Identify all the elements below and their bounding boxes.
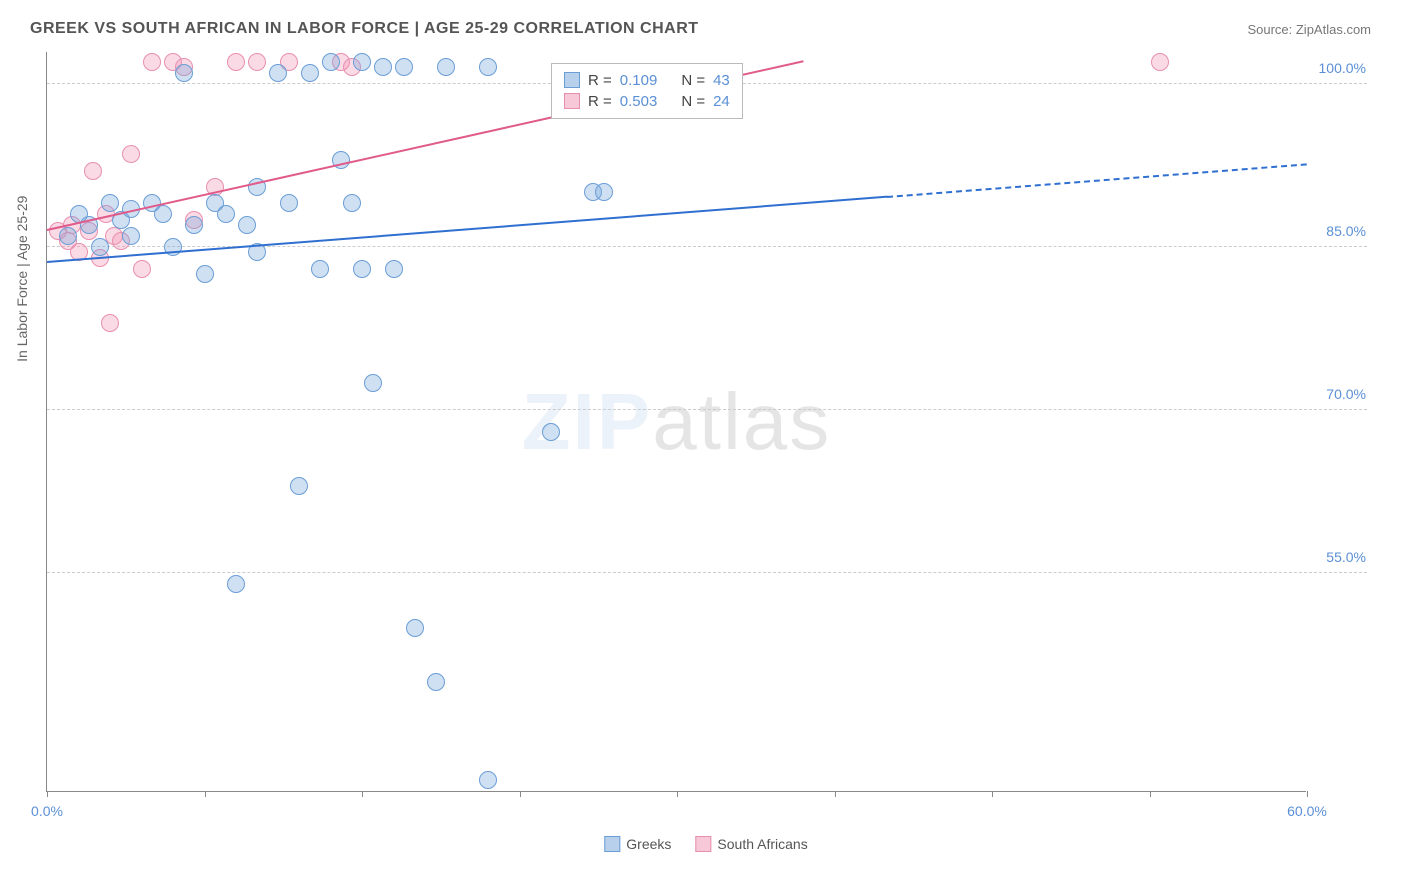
greek-point xyxy=(311,260,329,278)
greek-point xyxy=(269,64,287,82)
xtick xyxy=(520,791,521,797)
greek-swatch-icon xyxy=(564,72,580,88)
ytick-label: 55.0% xyxy=(1326,549,1366,565)
greek-point xyxy=(91,238,109,256)
sa-swatch-icon xyxy=(695,836,711,852)
sa-point xyxy=(101,314,119,332)
greek-point xyxy=(217,205,235,223)
bottom-legend: Greeks South Africans xyxy=(604,836,807,852)
greek-point xyxy=(322,53,340,71)
greek-point xyxy=(175,64,193,82)
r-label: R = xyxy=(588,72,612,89)
r-label: R = xyxy=(588,93,612,110)
sa-point xyxy=(143,53,161,71)
greek-point xyxy=(374,58,392,76)
n-label: N = xyxy=(681,72,705,89)
r-value: 0.503 xyxy=(620,93,658,110)
greek-point xyxy=(406,619,424,637)
greek-point xyxy=(353,53,371,71)
greek-swatch-icon xyxy=(604,836,620,852)
greek-point xyxy=(343,194,361,212)
sa-swatch-icon xyxy=(564,93,580,109)
greek-point xyxy=(353,260,371,278)
greek-point xyxy=(479,58,497,76)
xtick xyxy=(1307,791,1308,797)
ytick-label: 70.0% xyxy=(1326,386,1366,402)
greek-point xyxy=(479,771,497,789)
xtick xyxy=(205,791,206,797)
legend-sa: South Africans xyxy=(695,836,807,852)
gridline xyxy=(47,572,1367,573)
xtick xyxy=(1150,791,1151,797)
sa-point xyxy=(84,162,102,180)
greek-point xyxy=(185,216,203,234)
greek-point xyxy=(437,58,455,76)
ytick-label: 100.0% xyxy=(1319,60,1366,76)
n-value: 24 xyxy=(713,93,730,110)
greek-point xyxy=(364,374,382,392)
sa-point xyxy=(133,260,151,278)
sa-point xyxy=(122,145,140,163)
sa-point xyxy=(227,53,245,71)
r-value: 0.109 xyxy=(620,72,658,89)
greek-point xyxy=(196,265,214,283)
plot-region: ZIPatlas 55.0%70.0%85.0%100.0%0.0%60.0%R… xyxy=(46,52,1306,792)
greek-point xyxy=(154,205,172,223)
stats-row-sa: R = 0.503 N = 24 xyxy=(564,91,730,112)
greek-point xyxy=(59,227,77,245)
stats-box: R = 0.109 N = 43 R = 0.503 N = 24 xyxy=(551,63,743,119)
xtick xyxy=(362,791,363,797)
source-text: Source: ZipAtlas.com xyxy=(1247,22,1371,37)
n-value: 43 xyxy=(713,72,730,89)
y-axis-label: In Labor Force | Age 25-29 xyxy=(14,196,30,362)
trend-line xyxy=(887,163,1307,198)
xtick xyxy=(835,791,836,797)
greek-point xyxy=(227,575,245,593)
watermark: ZIPatlas xyxy=(522,376,831,468)
gridline xyxy=(47,409,1367,410)
greek-point xyxy=(595,183,613,201)
greek-point xyxy=(101,194,119,212)
stats-row-greek: R = 0.109 N = 43 xyxy=(564,70,730,91)
ytick-label: 85.0% xyxy=(1326,223,1366,239)
greek-point xyxy=(301,64,319,82)
sa-point xyxy=(1151,53,1169,71)
greek-point xyxy=(122,227,140,245)
xtick xyxy=(677,791,678,797)
legend-greek: Greeks xyxy=(604,836,671,852)
trend-line xyxy=(47,196,887,263)
greek-point xyxy=(542,423,560,441)
greek-point xyxy=(280,194,298,212)
greek-point xyxy=(385,260,403,278)
xtick xyxy=(47,791,48,797)
n-label: N = xyxy=(681,93,705,110)
chart-area: In Labor Force | Age 25-29 ZIPatlas 55.0… xyxy=(46,52,1366,822)
greek-point xyxy=(238,216,256,234)
greek-point xyxy=(395,58,413,76)
xtick-label: 60.0% xyxy=(1287,803,1327,819)
greek-point xyxy=(427,673,445,691)
legend-greek-label: Greeks xyxy=(626,836,671,852)
xtick xyxy=(992,791,993,797)
greek-point xyxy=(290,477,308,495)
xtick-label: 0.0% xyxy=(31,803,63,819)
sa-point xyxy=(248,53,266,71)
legend-sa-label: South Africans xyxy=(717,836,807,852)
chart-title: GREEK VS SOUTH AFRICAN IN LABOR FORCE | … xyxy=(30,20,1376,38)
